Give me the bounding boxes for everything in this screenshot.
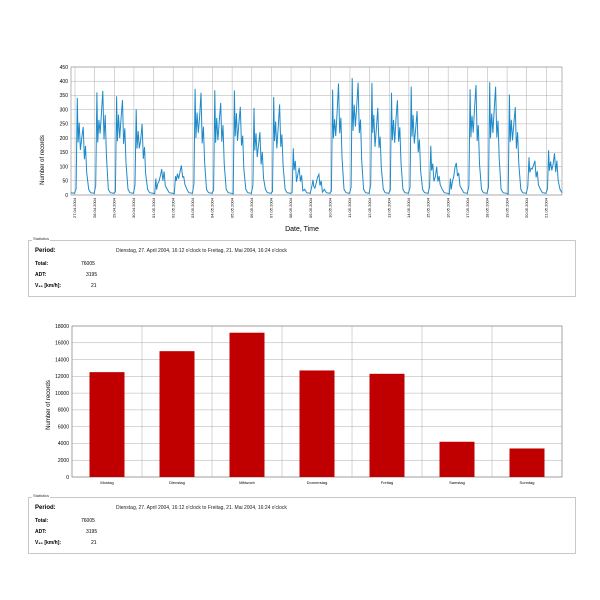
y-tick-label: 0 xyxy=(65,193,68,199)
x-tick-label: Mittwoch xyxy=(239,480,255,485)
y-tick-label: 0 xyxy=(66,475,69,481)
x-tick-label: 13.05.2004 xyxy=(386,197,391,218)
adt-label: ADT: xyxy=(35,529,47,535)
statistics-legend: Statistics xyxy=(32,493,51,498)
line-chart-x-label: Date, Time xyxy=(285,226,319,233)
x-tick-label: 07.05.2004 xyxy=(269,197,274,218)
statistics-panel-1: Statistics Period: Dienstag, 27. April 2… xyxy=(28,236,576,297)
x-tick-label: 03.05.2004 xyxy=(190,197,195,218)
x-tick-label: Sonntag xyxy=(520,480,535,485)
y-tick-label: 450 xyxy=(60,65,69,71)
line-chart-x-ticks: 27.04.2004 28.04.2004 29.04.2004 30.04.2004… xyxy=(72,197,548,218)
x-tick-label: Donnerstag xyxy=(307,480,328,485)
bar-mittwoch xyxy=(229,332,265,477)
x-tick-label: 29.04.2004 xyxy=(111,197,116,218)
period-label: Period: xyxy=(35,505,56,511)
total-label: Total: xyxy=(35,261,49,267)
y-tick-label: 6000 xyxy=(58,424,69,430)
bar-freitag xyxy=(369,373,405,477)
y-tick-label: 250 xyxy=(60,122,69,128)
y-tick-label: 350 xyxy=(60,93,69,99)
y-tick-label: 50 xyxy=(62,179,68,185)
x-tick-label: 04.05.2004 xyxy=(210,197,215,218)
x-tick-label: 30.04.2004 xyxy=(131,197,136,218)
y-tick-label: 10000 xyxy=(55,391,69,397)
v85-label: V₈₅ [km/h]: xyxy=(35,540,62,546)
total-value: 76005 xyxy=(81,261,95,267)
x-tick-label: 11.05.2004 xyxy=(347,197,352,217)
adt-value: 3195 xyxy=(86,272,98,278)
y-tick-label: 300 xyxy=(60,107,69,113)
bar-chart-y-ticks: 0 2000 4000 6000 8000 10000 12000 14000 16000 180… xyxy=(55,324,69,481)
bar-chart-y-label: Number of records xyxy=(46,380,52,430)
y-tick-label: 400 xyxy=(60,79,69,85)
y-tick-label: 2000 xyxy=(58,458,69,464)
bar-montag xyxy=(89,372,125,477)
x-tick-label: 18.05.2004 xyxy=(485,197,490,218)
x-tick-label: Samstag xyxy=(449,480,465,485)
bar-samstag xyxy=(439,441,475,477)
adt-value: 3195 xyxy=(86,529,98,535)
bar-chart-bars xyxy=(89,332,545,477)
total-value: 76005 xyxy=(81,518,95,524)
x-tick-label: 19.05.2004 xyxy=(504,197,509,218)
y-tick-label: 4000 xyxy=(58,441,69,447)
bar-dienstag xyxy=(159,351,195,477)
x-tick-label: 27.04.2004 xyxy=(72,197,77,218)
x-tick-label: 15.05.2004 xyxy=(426,197,431,218)
x-tick-label: 05.05.2004 xyxy=(229,197,234,218)
y-tick-label: 12000 xyxy=(55,374,69,380)
x-tick-label: Freitag xyxy=(381,480,393,485)
x-tick-label: 28.04.2004 xyxy=(92,197,97,218)
bar-chart-x-ticks: Montag Dienstag Mittwoch Donnerstag Freitag S… xyxy=(100,480,534,485)
x-tick-label: 09.05.2004 xyxy=(308,197,313,218)
x-tick-label: 14.05.2004 xyxy=(406,197,411,218)
y-tick-label: 8000 xyxy=(58,408,69,414)
x-tick-label: 17.05.2004 xyxy=(465,197,470,218)
x-tick-label: Dienstag xyxy=(169,480,185,485)
y-tick-label: 14000 xyxy=(55,357,69,363)
bar-sonntag xyxy=(509,448,545,477)
y-tick-label: 200 xyxy=(60,136,69,142)
v85-label: V₈₅ [km/h]: xyxy=(35,283,62,289)
v85-value: 21 xyxy=(91,283,97,289)
y-tick-label: 100 xyxy=(60,164,69,170)
y-tick-label: 16000 xyxy=(55,341,69,347)
bar-donnerstag xyxy=(299,370,335,477)
total-label: Total: xyxy=(35,518,49,524)
statistics-panel-2: Statistics Period: Dienstag, 27. April 2… xyxy=(28,493,576,554)
x-tick-label: 06.05.2004 xyxy=(249,197,254,218)
y-tick-label: 18000 xyxy=(55,324,69,330)
x-tick-label: 02.05.2004 xyxy=(170,197,175,218)
line-chart-y-ticks: 0 50 100 150 200 250 300 350 400 450 xyxy=(60,65,69,199)
period-value: Dienstag, 27. April 2004, 16:12 o'clock … xyxy=(116,248,287,254)
x-tick-label: 01.05.2004 xyxy=(151,197,156,218)
x-tick-label: 10.05.2004 xyxy=(328,197,333,218)
x-tick-label: 12.05.2004 xyxy=(367,197,372,218)
adt-label: ADT: xyxy=(35,272,47,278)
series-line xyxy=(70,78,563,195)
line-chart-y-label: Number of records xyxy=(40,135,46,185)
x-tick-label: 08.05.2004 xyxy=(288,197,293,218)
x-tick-label: 16.05.2004 xyxy=(445,197,450,218)
line-chart-grid xyxy=(70,66,563,196)
v85-value: 21 xyxy=(91,540,97,546)
period-value: Dienstag, 27. April 2004, 16:12 o'clock … xyxy=(116,505,287,511)
x-tick-label: 20.05.2004 xyxy=(524,197,529,218)
statistics-legend: Statistics xyxy=(32,236,51,241)
period-label: Period: xyxy=(35,248,56,254)
y-tick-label: 150 xyxy=(60,150,69,156)
line-chart: 0 50 100 150 200 250 300 350 400 450 27.04.2004 28… xyxy=(40,65,563,233)
x-tick-label: Montag xyxy=(100,480,113,485)
x-tick-label: 21.05.2004 xyxy=(544,197,549,218)
bar-chart: 0 2000 4000 6000 8000 10000 12000 14000 16000 180… xyxy=(46,324,563,485)
